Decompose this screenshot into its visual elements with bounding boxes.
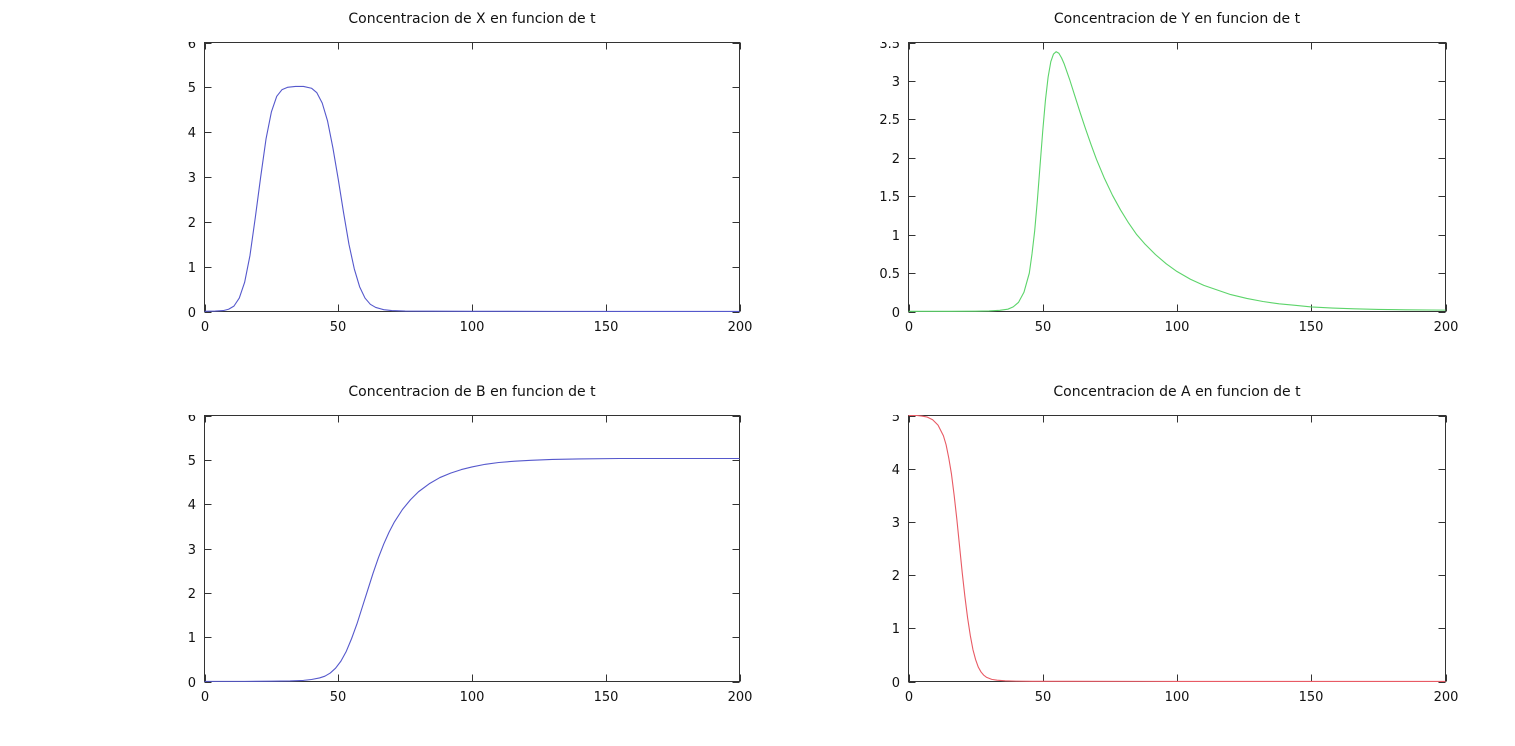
chart-title-x: Concentracion de X en funcion de t bbox=[348, 11, 596, 27]
y-tick-label: 4 bbox=[188, 126, 196, 141]
chart-concentracion-y: Concentracion de Y en funcion de t 0 50 10… bbox=[860, 8, 1458, 342]
y-tick-label: 0 bbox=[892, 306, 900, 321]
y-tick-label: 0 bbox=[892, 676, 900, 691]
x-tick-label: 50 bbox=[1035, 320, 1052, 335]
y-tick-label: 2 bbox=[188, 216, 196, 231]
y-tick-label: 5 bbox=[188, 81, 196, 96]
x-tick-label: 0 bbox=[201, 690, 209, 705]
y-tick-label: 1.5 bbox=[879, 190, 900, 205]
y-tick-label: 0 bbox=[188, 676, 196, 691]
y-tick-label: 3.5 bbox=[879, 42, 900, 52]
y-tick-label: 1 bbox=[188, 261, 196, 276]
y-tick-label: 0 bbox=[188, 306, 196, 321]
x-tick-label: 200 bbox=[1434, 320, 1458, 335]
y-tick-label: 4 bbox=[188, 498, 196, 513]
chart-concentracion-a: Concentracion de A en funcion de t 0 50 10… bbox=[860, 381, 1458, 712]
y-tick-label: 2 bbox=[188, 587, 196, 602]
x-tick-label: 150 bbox=[1299, 320, 1324, 335]
plot-area-y: 0 50 100 150 200 0 0.5 1 1.5 2 2.5 3 3.5 bbox=[879, 42, 1458, 335]
series-line-concentracion-a bbox=[908, 415, 1446, 682]
y-tick-label: 0.5 bbox=[879, 267, 900, 282]
y-tick-label: 4 bbox=[892, 463, 900, 478]
y-tick-label: 1 bbox=[188, 631, 196, 646]
series-line-concentracion-x bbox=[204, 85, 740, 312]
x-tick-label: 200 bbox=[728, 690, 752, 705]
y-tick-label: 2 bbox=[892, 569, 900, 584]
y-tick-label: 6 bbox=[188, 42, 196, 52]
y-tick-label: 3 bbox=[188, 171, 196, 186]
x-tick-label: 150 bbox=[1299, 690, 1324, 705]
y-tick-label: 1 bbox=[892, 229, 900, 244]
y-tick-label: 2 bbox=[892, 152, 900, 167]
y-tick-label: 3 bbox=[892, 75, 900, 90]
plot-area-a: 0 50 100 150 200 0 1 2 3 4 5 bbox=[892, 415, 1458, 705]
y-tick-label: 5 bbox=[892, 415, 900, 425]
x-tick-label: 150 bbox=[594, 690, 619, 705]
x-tick-label: 100 bbox=[1165, 320, 1190, 335]
x-tick-label: 100 bbox=[1165, 690, 1190, 705]
y-tick-label: 3 bbox=[188, 543, 196, 558]
x-tick-label: 150 bbox=[594, 320, 619, 335]
y-tick-label: 1 bbox=[892, 622, 900, 637]
series-line-concentracion-b bbox=[204, 457, 740, 682]
x-tick-label: 0 bbox=[905, 690, 913, 705]
x-tick-label: 0 bbox=[201, 320, 209, 335]
y-tick-label: 5 bbox=[188, 454, 196, 469]
x-tick-label: 200 bbox=[1434, 690, 1458, 705]
chart-title-y: Concentracion de Y en funcion de t bbox=[1053, 11, 1301, 27]
chart-title-a: Concentracion de A en funcion de t bbox=[1053, 384, 1301, 400]
y-tick-label: 3 bbox=[892, 516, 900, 531]
x-tick-label: 50 bbox=[1035, 690, 1052, 705]
chart-title-b: Concentracion de B en funcion de t bbox=[348, 384, 596, 400]
series-line-concentracion-y bbox=[908, 51, 1446, 312]
plot-area-x: 0 50 100 150 200 0 1 2 3 4 5 6 bbox=[188, 42, 752, 335]
chart-concentracion-x: Concentracion de X en funcion de t 0 50 10… bbox=[156, 8, 752, 342]
x-tick-label: 100 bbox=[460, 320, 485, 335]
chart-concentracion-b: Concentracion de B en funcion de t 0 50 10… bbox=[156, 381, 752, 712]
y-tick-label: 6 bbox=[188, 415, 196, 425]
x-tick-label: 50 bbox=[330, 320, 347, 335]
x-tick-label: 200 bbox=[728, 320, 752, 335]
y-tick-label: 2.5 bbox=[879, 113, 900, 128]
plot-area-b: 0 50 100 150 200 0 1 2 3 4 5 6 bbox=[188, 415, 752, 705]
x-tick-label: 100 bbox=[460, 690, 485, 705]
x-tick-label: 0 bbox=[905, 320, 913, 335]
x-tick-label: 50 bbox=[330, 690, 347, 705]
